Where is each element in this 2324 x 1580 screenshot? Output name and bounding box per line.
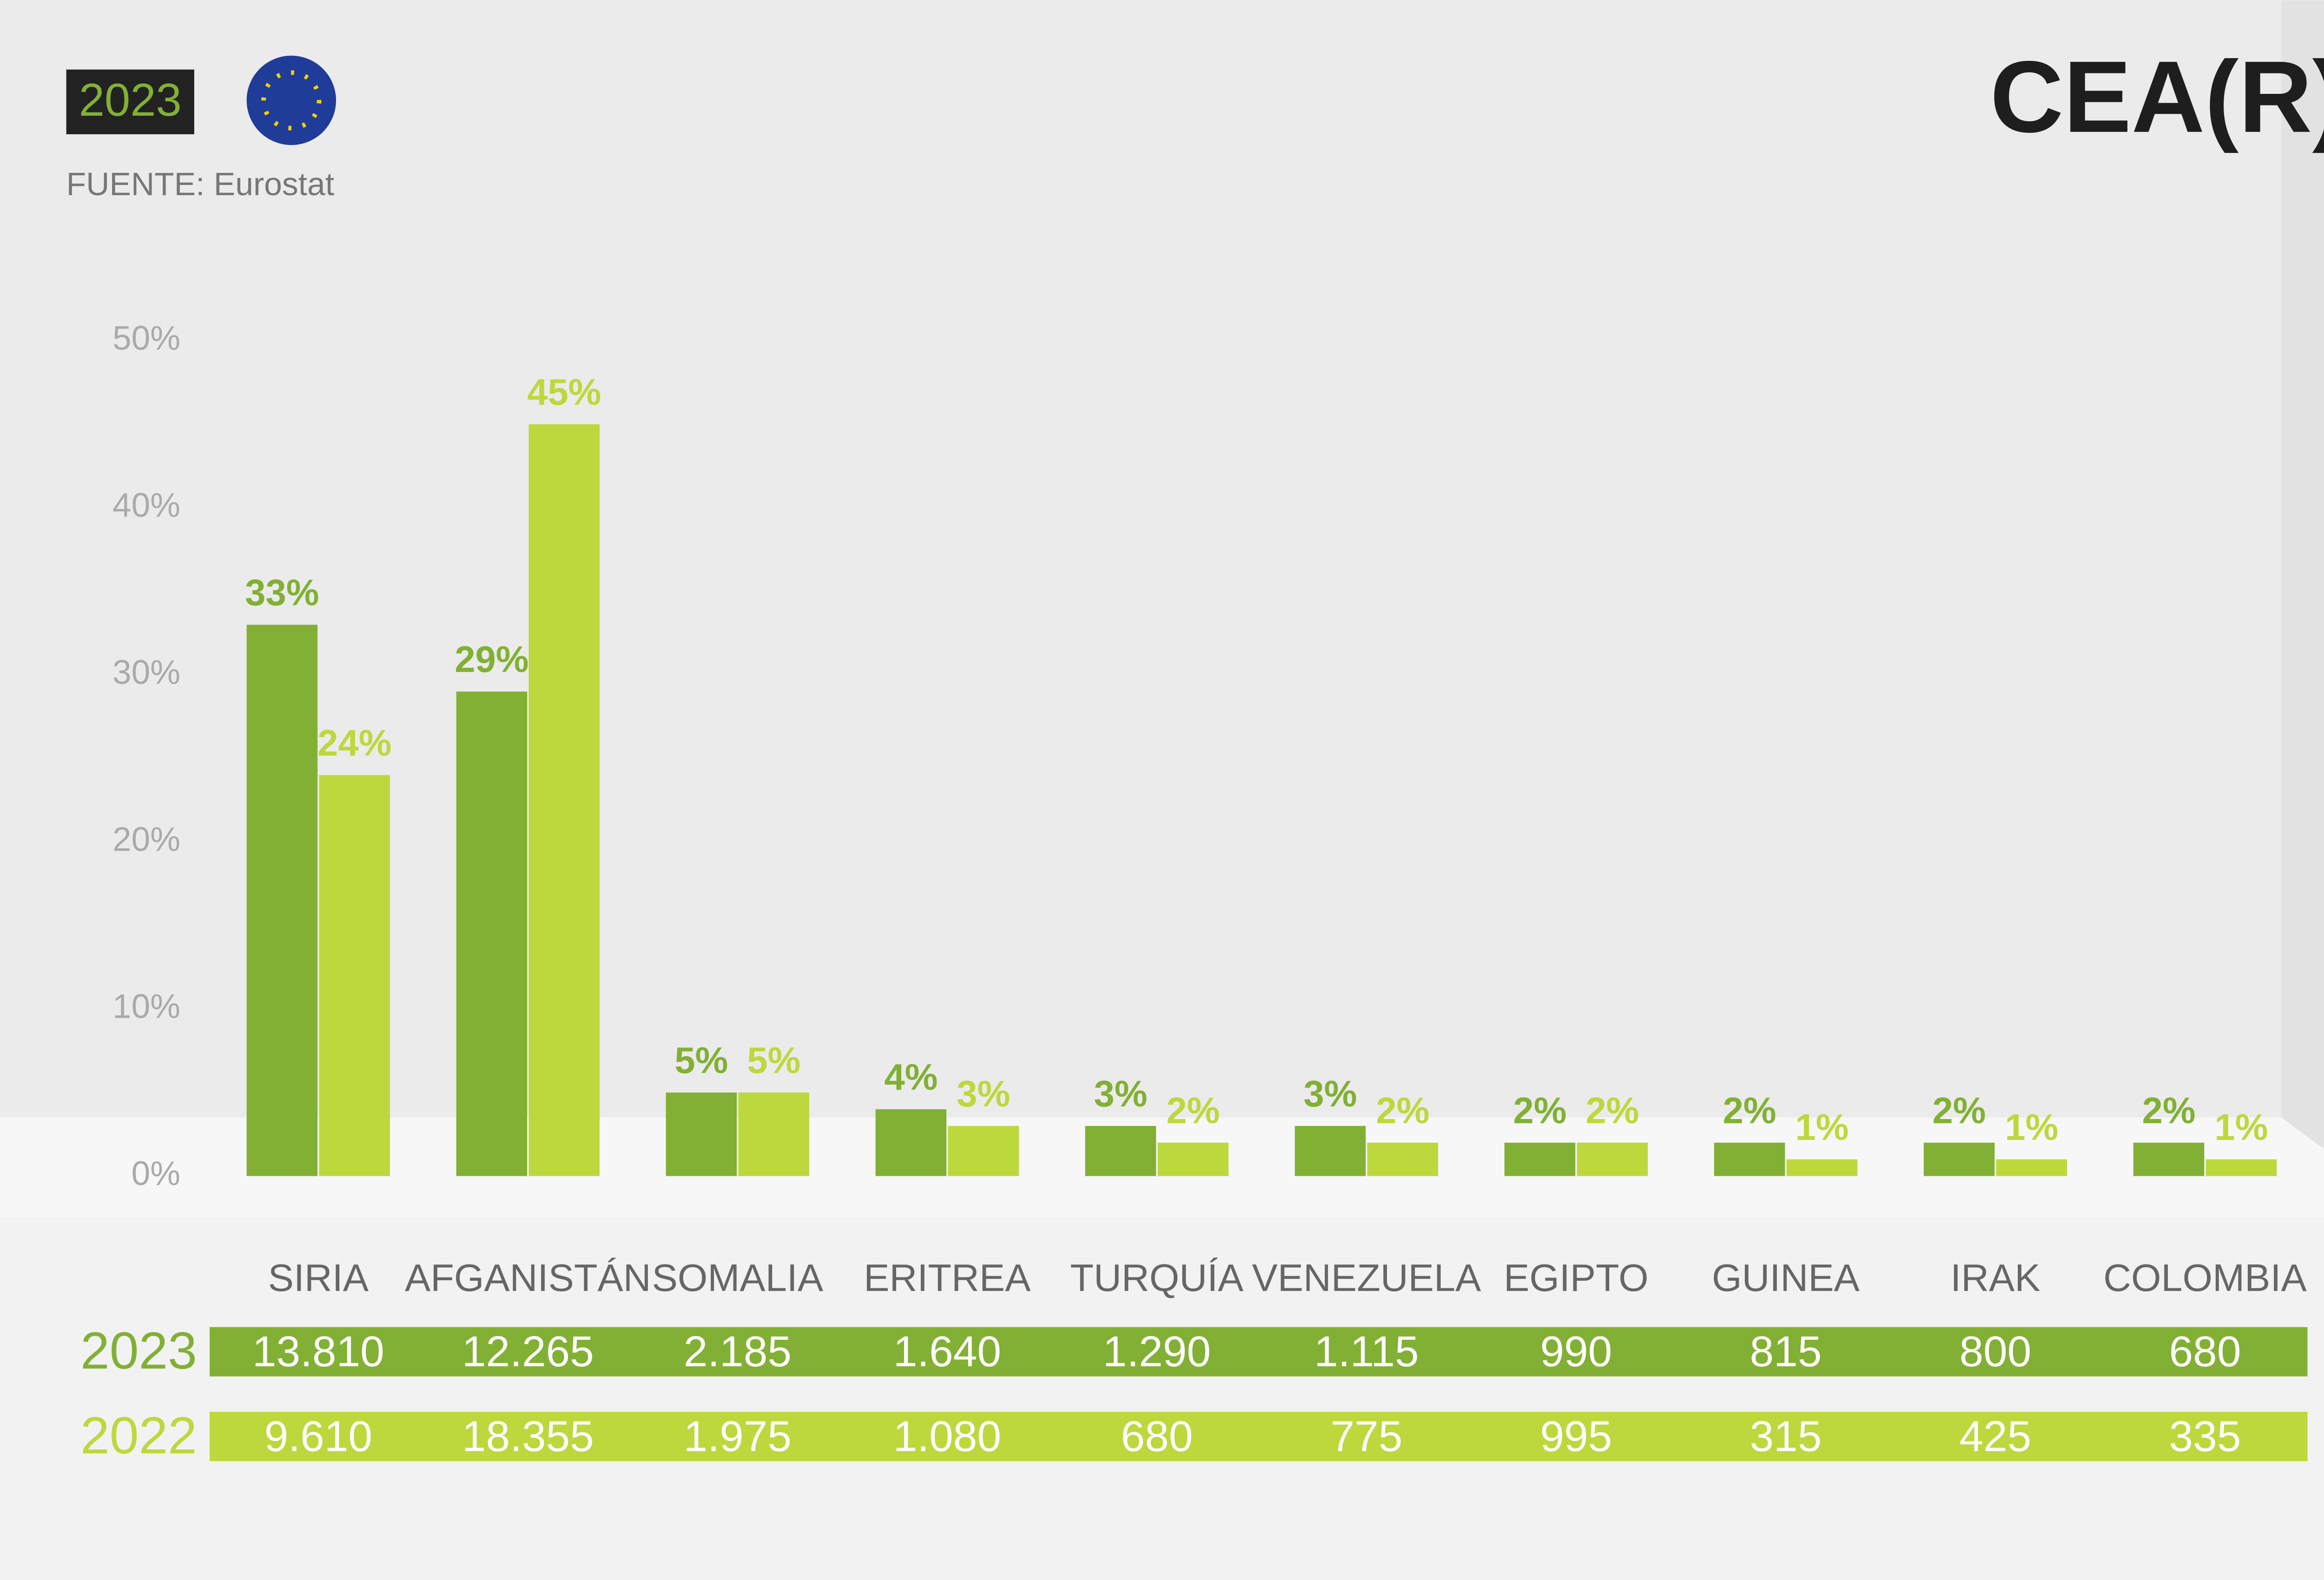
bar (1923, 1142, 1995, 1176)
count: 1.975 (684, 1412, 792, 1460)
value-label: 3% (1303, 1073, 1357, 1114)
value-label: 29% (455, 639, 528, 680)
value-label: 2% (1723, 1090, 1776, 1131)
count: 425 (1960, 1412, 2032, 1460)
count: 1.290 (1103, 1327, 1211, 1376)
count: 1.115 (1314, 1327, 1419, 1376)
right-wall (2281, 0, 2324, 1149)
value-label: 5% (674, 1040, 728, 1081)
x-tick-label: COLOMBIA (2103, 1256, 2307, 1299)
bar (948, 1126, 1019, 1176)
value-label: 3% (1094, 1073, 1147, 1114)
count: 680 (2169, 1327, 2241, 1376)
table-row (210, 1327, 2308, 1376)
eu-flag (246, 55, 336, 145)
count: 315 (1750, 1412, 1822, 1460)
count: 9.610 (264, 1412, 372, 1460)
value-label: 2% (1376, 1090, 1429, 1131)
row-label: 2023 (80, 1321, 197, 1380)
bar (1996, 1159, 2067, 1176)
badge: 2023 (79, 74, 182, 126)
x-tick-label: TURQUÍA (1070, 1256, 1244, 1299)
bar (1786, 1159, 1858, 1176)
x-tick-label: EGIPTO (1504, 1256, 1649, 1299)
bar (1367, 1142, 1439, 1176)
bar (2133, 1142, 2205, 1176)
logo: CEA(R) (1990, 40, 2324, 154)
value-label: 24% (317, 722, 391, 764)
value-label: 2% (1513, 1090, 1567, 1131)
value-label: 4% (884, 1056, 938, 1098)
bar (1157, 1142, 1229, 1176)
value-label: 1% (2005, 1106, 2058, 1148)
bar (1294, 1126, 1366, 1176)
bar (1504, 1142, 1576, 1176)
bar (1714, 1142, 1785, 1176)
bar (528, 424, 600, 1176)
row-label: 2022 (80, 1406, 197, 1465)
count: 2.185 (684, 1327, 792, 1376)
x-tick-label: SOMALIA (652, 1256, 824, 1299)
value-label: 3% (957, 1073, 1010, 1114)
bar (319, 775, 390, 1176)
table-row (210, 1412, 2308, 1462)
eu-stars (261, 70, 322, 131)
bar (1085, 1126, 1156, 1176)
bar (456, 691, 528, 1176)
bar (1577, 1142, 1648, 1176)
x-tick-label: AFGANISTÁN (405, 1256, 651, 1299)
bar (738, 1092, 810, 1176)
value-label: 5% (747, 1040, 800, 1081)
count: 13.810 (252, 1327, 384, 1376)
badge-box (66, 69, 194, 134)
y-tick-label: 50% (112, 320, 180, 357)
count: 12.265 (462, 1327, 594, 1376)
value-label: 45% (527, 371, 601, 413)
count: 995 (1540, 1412, 1612, 1460)
bar (875, 1109, 947, 1176)
y-tick-label: 20% (112, 821, 180, 858)
count: 815 (1750, 1327, 1822, 1376)
count: 1.640 (893, 1327, 1001, 1376)
value-label: 1% (1795, 1106, 1849, 1148)
value-label: 1% (2214, 1106, 2268, 1148)
y-tick-label: 40% (112, 487, 180, 524)
table-area (0, 1218, 2324, 1580)
value-label: 33% (245, 572, 319, 613)
x-tick-label: GUINEA (1712, 1256, 1860, 1299)
x-tick-label: VENEZUELA (1252, 1256, 1481, 1299)
x-tick-label: IRAK (1950, 1256, 2040, 1299)
value-label: 2% (2142, 1090, 2196, 1131)
bar (666, 1092, 737, 1176)
count: 680 (1121, 1412, 1193, 1460)
count: 775 (1330, 1412, 1402, 1460)
source: FUENTE: Eurostat (66, 166, 334, 202)
bar (246, 625, 318, 1176)
x-tick-label: ERITREA (864, 1256, 1031, 1299)
y-tick-label: 0% (132, 1155, 180, 1192)
value-label: 2% (1166, 1090, 1220, 1131)
value-label: 2% (1933, 1090, 1986, 1131)
value-label: 2% (1585, 1090, 1639, 1131)
count: 990 (1540, 1327, 1612, 1376)
y-tick-label: 30% (112, 654, 180, 691)
count: 1.080 (893, 1412, 1001, 1460)
x-tick-label: SIRIA (268, 1256, 369, 1299)
bar (2205, 1159, 2277, 1176)
count: 800 (1960, 1327, 2032, 1376)
y-tick-label: 10% (112, 988, 180, 1026)
count: 335 (2169, 1412, 2241, 1460)
count: 18.355 (462, 1412, 594, 1460)
